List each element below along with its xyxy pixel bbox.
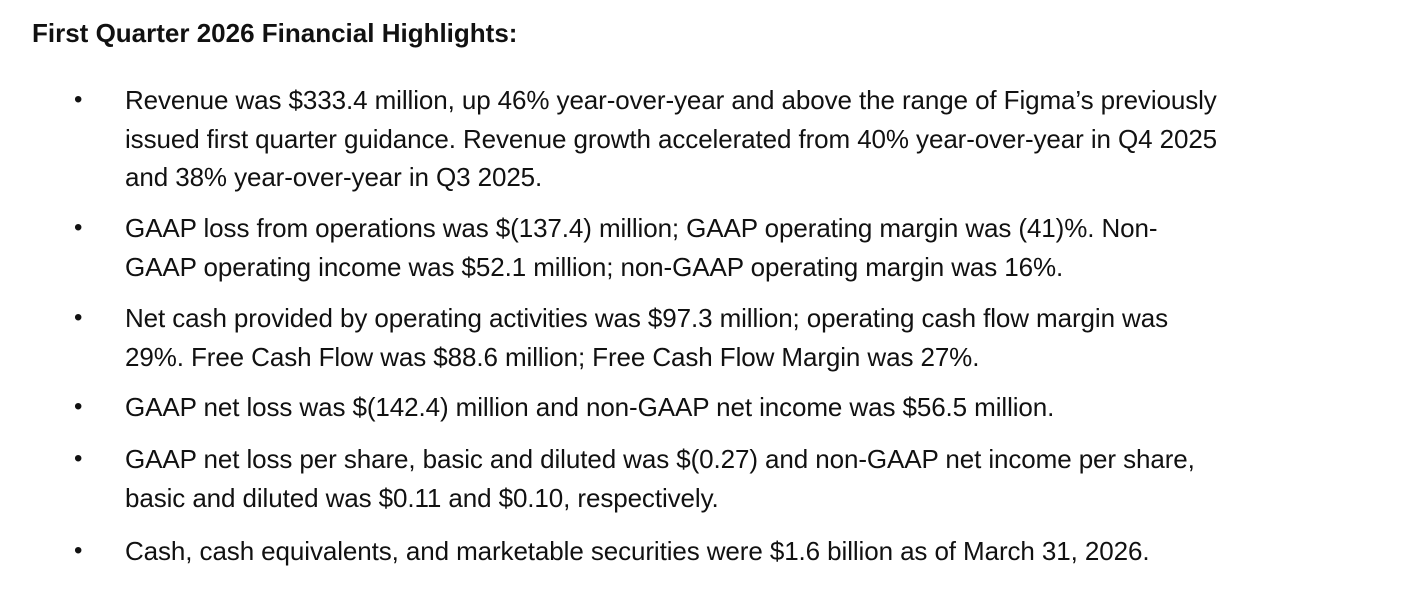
text-line: Revenue was $333.4 million, up 46% year-… bbox=[125, 85, 1217, 115]
text-line: and 38% year-over-year in Q3 2025. bbox=[125, 162, 543, 192]
bullet-icon: • bbox=[74, 304, 83, 331]
text-line: GAAP loss from operations was $(137.4) m… bbox=[125, 213, 1158, 243]
bullet-icon: • bbox=[74, 86, 83, 113]
bullet-icon: • bbox=[74, 537, 83, 564]
list-item-text: Revenue was $333.4 million, up 46% year-… bbox=[125, 81, 1385, 197]
text-line: GAAP operating income was $52.1 million;… bbox=[125, 251, 1064, 282]
text-line: GAAP net loss was $(142.4) million and n… bbox=[125, 392, 1055, 422]
list-item-text: GAAP loss from operations was $(137.4) m… bbox=[125, 209, 1385, 286]
text-line: issued first quarter guidance. Revenue g… bbox=[125, 123, 1218, 154]
bullet-icon: • bbox=[74, 214, 83, 241]
text-line: basic and diluted was $0.11 and $0.10, r… bbox=[125, 482, 719, 513]
list-item-text: Net cash provided by operating activitie… bbox=[125, 299, 1385, 376]
list-item-text: GAAP net loss was $(142.4) million and n… bbox=[125, 388, 1385, 427]
list-item-text: GAAP net loss per share, basic and dilut… bbox=[125, 440, 1385, 517]
section-heading: First Quarter 2026 Financial Highlights: bbox=[32, 18, 518, 48]
text-line: GAAP net loss per share, basic and dilut… bbox=[125, 444, 1195, 474]
bullet-icon: • bbox=[74, 393, 83, 420]
list-item-text: Cash, cash equivalents, and marketable s… bbox=[125, 532, 1385, 571]
text-line: Net cash provided by operating activitie… bbox=[125, 303, 1168, 333]
text-line: Cash, cash equivalents, and marketable s… bbox=[125, 536, 1150, 566]
bullet-icon: • bbox=[74, 445, 83, 472]
text-line: 29%. Free Cash Flow was $88.6 million; F… bbox=[125, 341, 980, 372]
